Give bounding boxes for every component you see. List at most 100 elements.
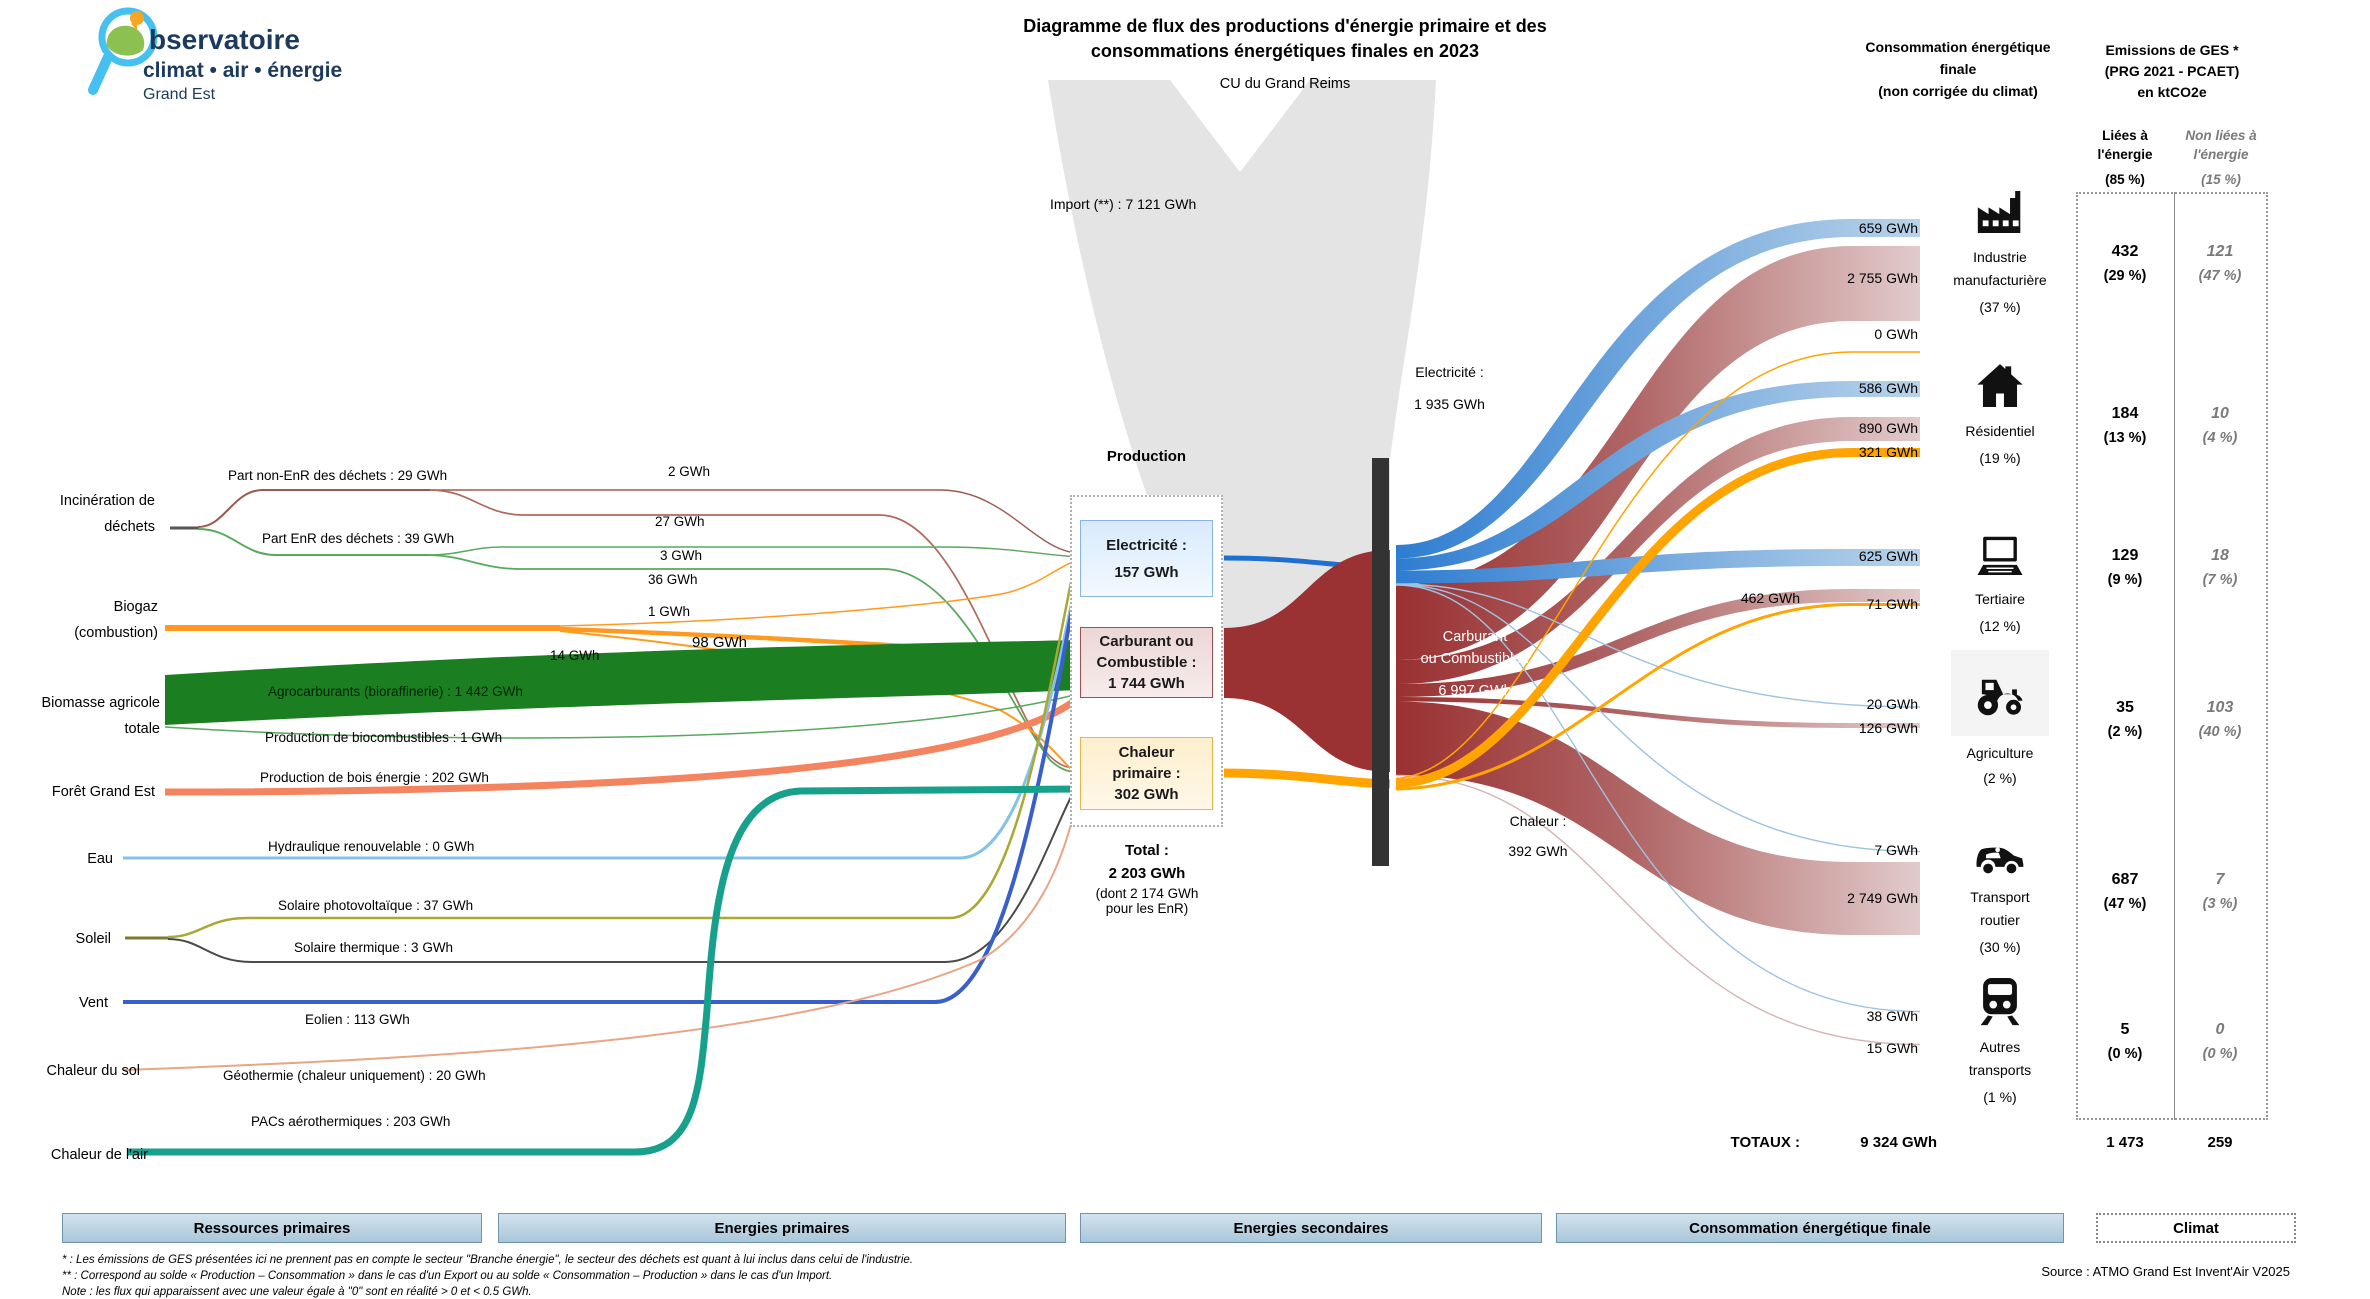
sector-autres-transports: Autres transports (1 %) xyxy=(1925,972,2075,1109)
source-credit: Source : ATMO Grand Est Invent'Air V2025 xyxy=(2041,1264,2290,1279)
car-icon xyxy=(1925,828,2075,880)
value-residentiel-heat: 321 GWh xyxy=(1858,444,1918,460)
value-industrie-heat: 0 GWh xyxy=(1874,326,1918,342)
label-bois: Production de bois énergie : 202 GWh xyxy=(260,770,489,785)
flow-pv xyxy=(167,547,1080,939)
footnote-3: Note : les flux qui apparaissent avec un… xyxy=(62,1286,532,1298)
secondary-energy-bar xyxy=(1372,458,1389,866)
ges-header: Emissions de GES * (PRG 2021 - PCAET) en… xyxy=(2104,42,2240,100)
ges-table-box xyxy=(2076,192,2268,1120)
logo-region: Grand Est xyxy=(143,86,216,103)
ribbon-elec-agriculture xyxy=(1395,583,1921,708)
source-vent: Vent xyxy=(78,995,108,1011)
legend-energies-primaires: Energies primaires xyxy=(498,1213,1066,1243)
magnifier-icon xyxy=(88,7,158,95)
ribbon-fuel-residentiel xyxy=(1396,417,1920,684)
source-biomasse: Biomasse agricole totale xyxy=(41,695,160,737)
totaux-ges-non-energy: 259 xyxy=(2207,1134,2233,1151)
legend-climat: Climat xyxy=(2096,1213,2296,1243)
value-autres-fuel: 15 GWh xyxy=(1866,1040,1918,1056)
flow-non-enr-29 xyxy=(197,489,430,528)
label-non-enr: Part non-EnR des déchets : 29 GWh xyxy=(228,468,448,483)
ges-industrie-energy: 432 (29 %) xyxy=(2103,243,2147,284)
label-geothermie: Géothermie (chaleur uniquement) : 20 GWh xyxy=(223,1068,486,1083)
ges-residentiel-energy: 184 (13 %) xyxy=(2103,405,2147,446)
logo-tagline: climat • air • énergie xyxy=(143,59,343,82)
ribbon-fuel-industrie xyxy=(1396,246,1920,660)
sector-industrie: Industrie manufacturière (37 %) xyxy=(1925,184,2075,319)
label-27gwh: 27 GWh xyxy=(655,514,705,529)
production-total: Total : 2 203 GWh (dont 2 174 GWh pour l… xyxy=(1095,842,1199,916)
ges-industrie-non-energy: 121 (47 %) xyxy=(2198,243,2242,284)
value-tertiaire-fuel: 462 GWh xyxy=(1740,590,1800,606)
label-2gwh: 2 GWh xyxy=(668,464,711,479)
consumption-header: Consommation énergétique finale (non cor… xyxy=(1865,39,2051,99)
ribbon-fuel-tertiaire xyxy=(1396,589,1920,697)
ribbon-fuel-transport xyxy=(1396,701,1920,935)
sector-residentiel: Résidentiel (19 %) xyxy=(1925,358,2075,470)
label-98gwh: 98 GWh xyxy=(692,634,748,651)
flow-solaire-thermique xyxy=(167,783,1079,963)
label-36gwh: 36 GWh xyxy=(648,572,698,587)
label-hydraulique: Hydraulique renouvelable : 0 GWh xyxy=(268,839,475,854)
title-line2: consommations énergétiques finales en 20… xyxy=(1090,41,1480,61)
secondary-heat-label: Chaleur : 392 GWh xyxy=(1508,813,1568,859)
source-chaleur-sol: Chaleur du sol xyxy=(46,1063,141,1079)
flow-agrocarburants xyxy=(165,640,1078,725)
ribbon-heat-industrie xyxy=(1395,351,1920,780)
footnote-1: * : Les émissions de GES présentées ici … xyxy=(62,1254,913,1266)
ges-agriculture-non-energy: 103 (40 %) xyxy=(2198,699,2242,740)
flow-bois-energie xyxy=(164,695,1081,796)
value-residentiel-elec: 586 GWh xyxy=(1858,380,1918,396)
legend-ressources-primaires: Ressources primaires xyxy=(62,1213,482,1243)
ribbon-elec-autres xyxy=(1395,584,1921,1013)
ribbon-heat-residentiel xyxy=(1395,448,1920,788)
totaux-label: TOTAUX : xyxy=(1730,1134,1800,1151)
value-agriculture-fuel: 126 GWh xyxy=(1858,720,1918,736)
legend-energies-secondaires: Energies secondaires xyxy=(1080,1213,1542,1243)
ges-autres-energy: 5 (0 %) xyxy=(2107,1021,2143,1062)
totaux-ges-energy: 1 473 xyxy=(2106,1134,2144,1151)
ribbon-elec-transport xyxy=(1395,583,1921,853)
source-biogaz: Biogaz (combustion) xyxy=(74,599,158,641)
sector-agriculture: Agriculture (2 %) xyxy=(1925,650,2075,790)
laptop-icon xyxy=(1925,532,2075,582)
production-electricity-box: Electricité : 157 GWh xyxy=(1080,520,1213,597)
production-box: Electricité : 157 GWh Carburant ou Combu… xyxy=(1070,495,1223,827)
house-icon xyxy=(1925,358,2075,414)
flow-27gwh xyxy=(429,489,1079,769)
production-heat-box: Chaleur primaire : 302 GWh xyxy=(1080,737,1213,810)
label-eolien: Eolien : 113 GWh xyxy=(305,1012,410,1027)
secondary-fuel-label: Carburant ou Combustible : 6 997 GWh xyxy=(1420,629,1530,699)
page-title: Diagramme de flux des productions d'éner… xyxy=(935,14,1635,92)
flow-2gwh xyxy=(430,489,1079,554)
totaux-consumption: 9 324 GWh xyxy=(1860,1134,1937,1151)
ribbon-heat-tertiaire xyxy=(1395,603,1920,791)
flow-geothermie xyxy=(122,796,1079,1071)
flow-prod-fuel xyxy=(1224,550,1390,772)
ges-transport-energy: 687 (47 %) xyxy=(2103,871,2147,912)
label-1gwh: 1 GWh xyxy=(648,604,691,619)
ges-autres-non-energy: 0 (0 %) xyxy=(2202,1021,2238,1062)
ges-col-energy-header: Liées à l'énergie (85 %) xyxy=(2097,128,2153,187)
flow-1gwh xyxy=(559,560,1079,627)
secondary-electricity-label: Electricité : 1 935 GWh xyxy=(1414,364,1485,412)
ribbon-elec-industrie xyxy=(1396,219,1920,559)
flow-3gwh xyxy=(429,546,1079,558)
title-line1: Diagramme de flux des productions d'éner… xyxy=(1023,16,1547,36)
ges-transport-non-energy: 7 (3 %) xyxy=(2202,871,2238,912)
ges-col-non-energy-header: Non liées à l'énergie (15 %) xyxy=(2185,128,2257,187)
tractor-icon xyxy=(1951,650,2049,736)
ges-table-divider xyxy=(2174,192,2175,1120)
footnote-2: ** : Correspond au solde « Production – … xyxy=(62,1270,833,1282)
flow-prod-heat xyxy=(1223,768,1391,789)
factory-icon xyxy=(1925,184,2075,240)
legend-consommation-finale: Consommation énergétique finale xyxy=(1556,1213,2064,1243)
value-residentiel-fuel: 890 GWh xyxy=(1858,420,1918,436)
ribbon-elec-residentiel xyxy=(1396,381,1920,571)
value-transport-fuel: 2 749 GWh xyxy=(1847,890,1918,906)
label-enr: Part EnR des déchets : 39 GWh xyxy=(262,531,455,546)
source-incineration: Incinération de déchets xyxy=(59,493,155,535)
